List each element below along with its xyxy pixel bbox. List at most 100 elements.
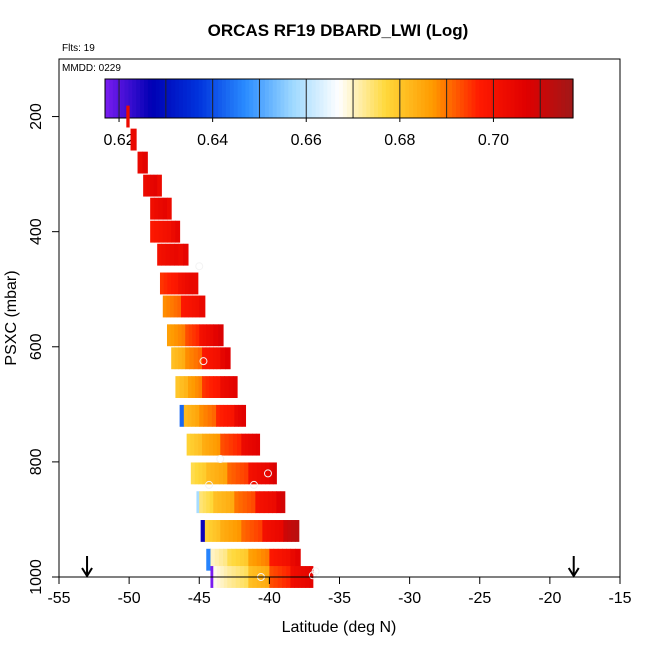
colorbar-swatch <box>237 79 243 118</box>
heatmap-cell <box>230 404 235 427</box>
heatmap-cell <box>249 520 255 542</box>
heatmap-cell <box>238 404 243 427</box>
heatmap-cell <box>286 548 291 571</box>
heatmap-cell <box>209 347 214 370</box>
heatmap-cell <box>223 404 228 427</box>
heatmap-cell <box>223 548 228 571</box>
heatmap-cell <box>188 324 193 347</box>
heatmap-cell <box>178 272 183 295</box>
heatmap-cell <box>171 347 176 370</box>
y-tick-label: 200 <box>28 103 45 130</box>
heatmap-cell <box>212 433 218 456</box>
heatmap-cell <box>191 295 197 318</box>
colorbar-swatch <box>323 79 328 118</box>
heatmap-cell <box>224 376 230 398</box>
colorbar: 0.62 0.64 0.66 0.68 0.70 <box>103 78 574 149</box>
colorbar-swatch <box>206 79 211 118</box>
heatmap-cell <box>192 324 197 347</box>
heatmap-cell <box>230 491 235 514</box>
colorbar-swatch <box>311 79 317 118</box>
colorbar-swatch <box>214 79 219 118</box>
heatmap-cell <box>130 128 137 151</box>
heatmap-cell <box>252 548 258 571</box>
y-axis-label: PSXC (mbar) <box>3 270 20 365</box>
heatmap-cell <box>228 376 234 398</box>
heatmap-cell <box>217 491 223 514</box>
colorbar-swatch <box>420 79 426 118</box>
heatmap-cell <box>241 433 246 456</box>
colorbar-swatch <box>417 79 422 118</box>
colorbar-swatch <box>186 79 192 118</box>
colorbar-swatch <box>319 79 324 118</box>
heatmap-cell <box>242 491 248 514</box>
y-tick-label: 1000 <box>28 559 45 595</box>
heatmap-cell <box>258 520 263 542</box>
heatmap-cell <box>177 295 182 318</box>
colorbar-swatch <box>502 79 508 118</box>
heatmap-cell <box>219 404 224 427</box>
colorbar-swatch <box>378 79 383 118</box>
heatmap-cell <box>165 243 171 266</box>
colorbar-swatch <box>483 79 488 118</box>
heatmap-cell <box>195 376 200 398</box>
heatmap-cell <box>197 347 203 370</box>
heatmap-cell <box>255 433 261 456</box>
heatmap-cell <box>196 491 200 514</box>
heatmap-cell <box>244 433 250 456</box>
heatmap-cell <box>241 520 247 542</box>
x-tick-label: -30 <box>398 590 421 607</box>
colorbar-swatch <box>128 79 133 118</box>
heatmap-cell <box>184 295 189 318</box>
colorbar-swatch <box>315 79 321 118</box>
flight-circle <box>205 480 214 489</box>
heatmap-cell <box>209 433 214 456</box>
heatmap-cell <box>213 324 219 347</box>
heatmap-cell <box>225 347 231 370</box>
colorbar-swatch <box>229 79 235 118</box>
heatmap-cell <box>157 174 162 197</box>
heatmap-cell <box>198 462 203 485</box>
heatmap-cell <box>171 220 176 243</box>
colorbar-tick-label: 0.62 <box>103 132 134 149</box>
heatmap-cell <box>170 295 175 318</box>
colorbar-swatch <box>105 79 110 118</box>
heatmap-cell <box>205 347 210 370</box>
plot-frame <box>58 58 621 578</box>
heatmap-cell <box>209 324 214 347</box>
heatmap-cell <box>234 491 240 514</box>
heatmap-cell <box>265 548 270 571</box>
colorbar-swatch <box>471 79 477 118</box>
colorbar-swatch <box>253 79 258 118</box>
heatmap-cell <box>227 548 233 571</box>
heatmap-cell <box>214 548 220 571</box>
colorbar-swatch <box>346 79 352 118</box>
heatmap-cell <box>241 404 247 427</box>
colorbar-swatch <box>432 79 438 118</box>
heatmap-cell <box>199 491 204 514</box>
heatmap-cell <box>166 220 172 243</box>
heatmap-cell <box>205 433 210 456</box>
heatmap-cell <box>224 520 230 542</box>
heatmap-cell <box>166 295 171 318</box>
heatmap-cell <box>216 433 221 456</box>
heatmap-cells <box>126 105 314 588</box>
colorbar-swatch <box>190 79 196 118</box>
arrow-marker <box>567 567 580 578</box>
heatmap-cell <box>206 491 211 514</box>
colorbar-swatch <box>222 79 227 118</box>
heatmap-cell <box>283 520 288 542</box>
heatmap-cell <box>248 462 254 485</box>
colorbar-swatch <box>381 79 387 118</box>
x-tick-label: -35 <box>328 590 351 607</box>
colorbar-swatch <box>132 79 137 118</box>
heatmap-cell <box>194 433 199 456</box>
colorbar-swatch <box>167 79 172 118</box>
heatmap-cell <box>248 548 254 571</box>
colorbar-swatch <box>569 79 574 118</box>
heatmap-cell <box>193 347 199 370</box>
heatmap-cell <box>175 376 181 398</box>
heatmap-cell <box>153 174 158 197</box>
colorbar-swatch <box>249 79 254 118</box>
colorbar-swatch <box>327 79 332 118</box>
heatmap-cell <box>259 491 265 514</box>
